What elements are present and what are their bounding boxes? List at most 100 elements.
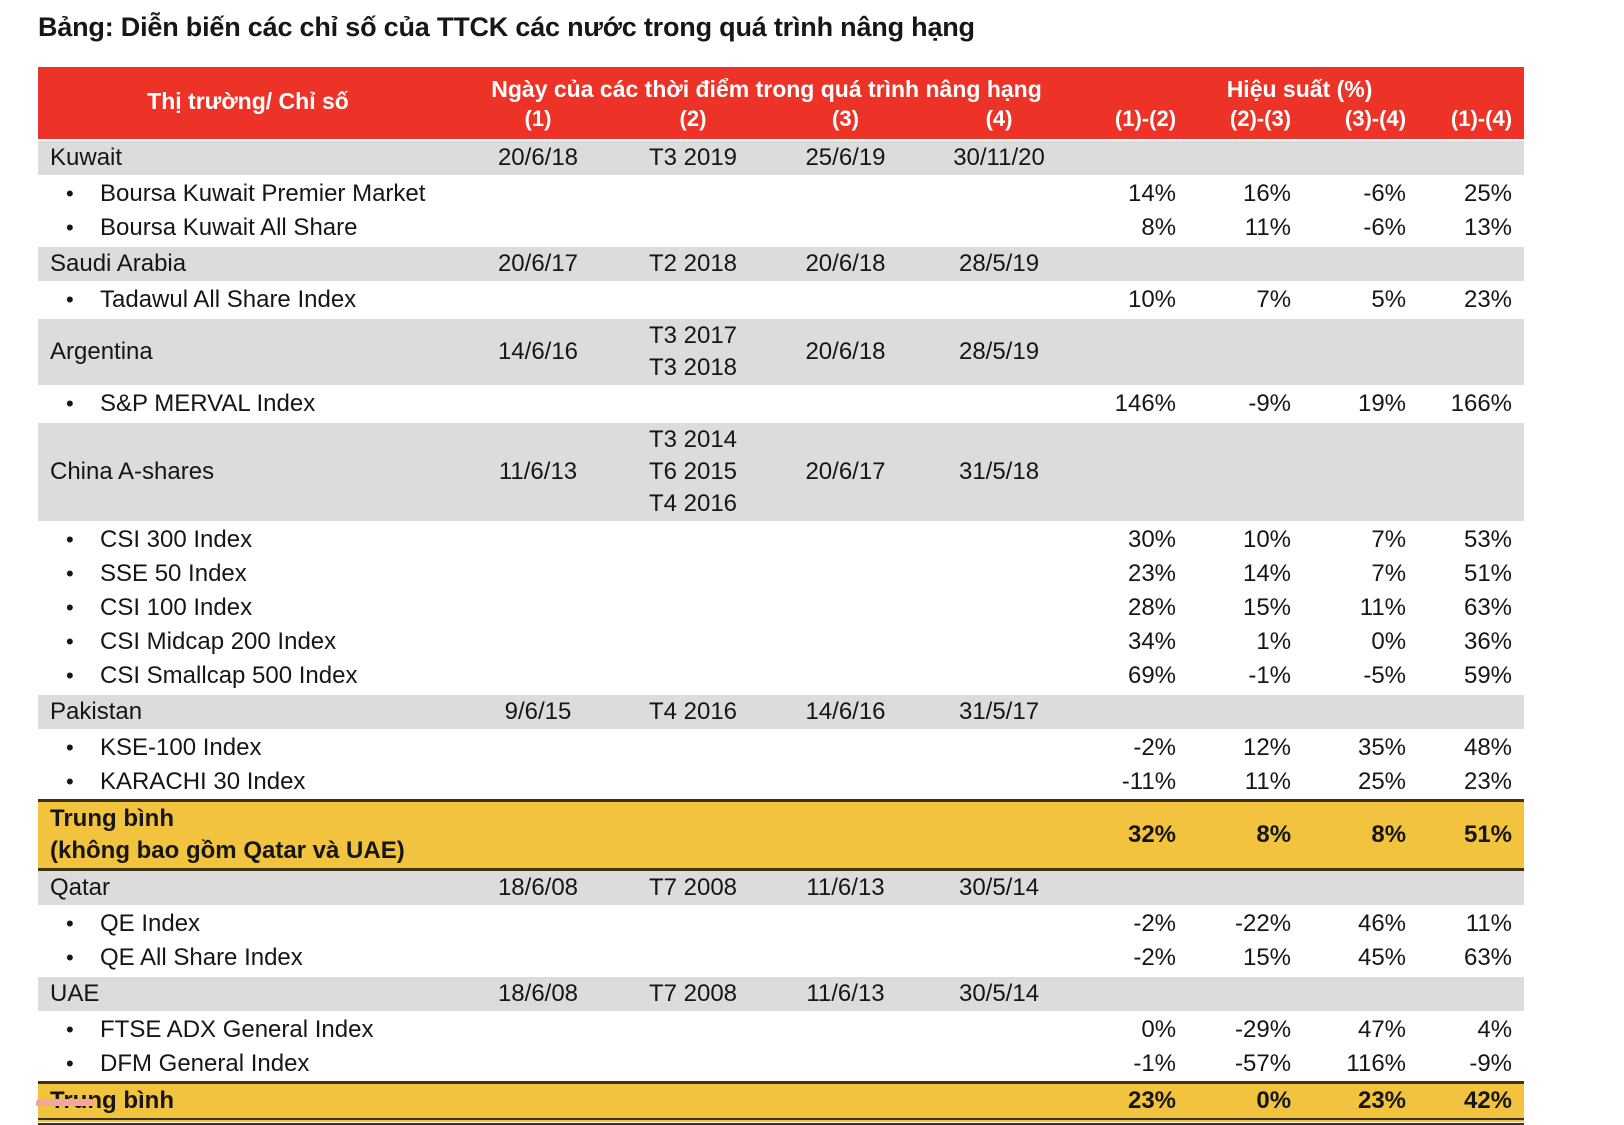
table-header: Thị trường/ Chỉ số Ngày của các thời điể…	[38, 67, 1525, 140]
perf-cell	[1188, 421, 1304, 523]
date-cell: T2 2018	[618, 245, 768, 283]
date-cell	[923, 1012, 1075, 1047]
perf-cell: 23%	[1075, 1081, 1189, 1125]
market-label: • CSI 300 Index	[38, 522, 458, 557]
market-label: • Boursa Kuwait Premier Market	[38, 176, 458, 211]
perf-cell	[1418, 975, 1525, 1013]
perf-cell	[1075, 317, 1189, 387]
date-cell	[768, 211, 923, 246]
market-label: • CSI 100 Index	[38, 591, 458, 625]
date-cell	[923, 765, 1075, 801]
perf-cell	[1303, 868, 1419, 907]
date-cell	[458, 1012, 618, 1047]
perf-cell: 53%	[1463, 526, 1513, 553]
date-cell	[768, 730, 923, 765]
header-group-row: Thị trường/ Chỉ số Ngày của các thời điể…	[38, 67, 1525, 140]
market-label: Trung bình (không bao gồm Qatar và UAE)	[38, 799, 458, 871]
index-row: • Boursa Kuwait Premier Market 14% 16% -6% 25…	[38, 176, 1524, 211]
date-cell: T3 2017 T3 2018	[618, 317, 768, 387]
date-cell: T7 2008	[618, 868, 768, 907]
date-cell	[618, 386, 768, 422]
perf-cell: 146%	[1114, 390, 1177, 417]
market-label: • QE All Share Index	[38, 941, 458, 976]
perf-cell: 7%	[1256, 286, 1292, 313]
date-cell	[768, 557, 923, 591]
index-row: • QE Index -2% -22% 46% 11%	[38, 906, 1524, 941]
date-cell	[458, 941, 618, 976]
index-row: • Boursa Kuwait All Share 8% 11% -6% 13%	[38, 211, 1524, 246]
date-cell: 14/6/16	[458, 317, 618, 387]
date-cell	[458, 765, 618, 801]
bullet-icon: •	[66, 527, 74, 552]
perf-cell: 12%	[1242, 734, 1292, 761]
date-cell	[923, 799, 1076, 871]
date-cell: 20/6/18	[768, 317, 923, 387]
date-cell	[923, 625, 1075, 659]
country-row: Qatar 18/6/08 T7 2008 11/6/13 30/5/14	[38, 868, 1525, 907]
perf-cell: 32%	[1075, 799, 1189, 871]
index-row: • QE All Share Index -2% 15% 45% 63%	[38, 941, 1524, 976]
perf-cell: 23%	[1303, 1081, 1419, 1125]
perf-cell: 42%	[1418, 1081, 1525, 1125]
col-header-perf-2-3: (2)-(3)	[1188, 103, 1304, 140]
perf-cell	[1303, 693, 1419, 731]
date-cell	[618, 659, 768, 694]
perf-cell	[1303, 421, 1419, 523]
perf-cell: 23%	[1463, 768, 1513, 795]
date-cell	[458, 176, 618, 211]
bullet-icon: •	[66, 945, 74, 970]
market-label: UAE	[38, 975, 458, 1013]
perf-cell: 11%	[1244, 768, 1292, 795]
date-cell	[768, 176, 923, 211]
date-cell	[923, 176, 1075, 211]
perf-cell	[1303, 245, 1419, 283]
date-cell	[458, 557, 618, 591]
date-cell: 11/6/13	[768, 975, 923, 1013]
perf-cell	[1075, 245, 1189, 283]
date-cell	[618, 941, 768, 976]
date-cell	[618, 799, 768, 871]
perf-cell: 14%	[1127, 180, 1177, 207]
perf-cell: -6%	[1363, 180, 1407, 207]
perf-cell: 19%	[1357, 390, 1407, 417]
perf-cell: -2%	[1133, 944, 1177, 971]
index-row: • Tadawul All Share Index 10% 7% 5% 23%	[38, 282, 1524, 318]
perf-cell: 8%	[1141, 214, 1177, 241]
date-cell: 18/6/08	[458, 868, 618, 907]
summary-row: Trung bình 23% 0% 23% 42%	[38, 1081, 1525, 1125]
perf-cell: 1%	[1256, 628, 1292, 655]
index-row: • KARACHI 30 Index -11% 11% 25% 23%	[38, 765, 1524, 801]
perf-cell: 23%	[1463, 286, 1513, 313]
date-cell: 11/6/13	[768, 868, 923, 907]
perf-cell: 36%	[1463, 628, 1513, 655]
index-row: • KSE-100 Index -2% 12% 35% 48%	[38, 730, 1524, 765]
date-cell	[923, 386, 1075, 422]
perf-cell	[1188, 693, 1304, 731]
perf-cell: 8%	[1303, 799, 1419, 871]
date-cell: 20/6/18	[768, 245, 923, 283]
perf-cell	[1418, 421, 1525, 523]
perf-cell: 59%	[1463, 662, 1513, 689]
perf-cell: 63%	[1463, 594, 1513, 621]
summary-row: Trung bình (không bao gồm Qatar và UAE) 3…	[38, 799, 1525, 871]
market-label: • QE Index	[38, 906, 458, 941]
perf-cell: 63%	[1463, 944, 1513, 971]
date-cell	[768, 625, 923, 659]
date-cell	[618, 1012, 768, 1047]
market-label: • SSE 50 Index	[38, 557, 458, 591]
perf-cell: -1%	[1248, 662, 1292, 689]
date-cell	[768, 1012, 923, 1047]
date-cell	[923, 730, 1075, 765]
date-cell	[923, 211, 1075, 246]
market-label: • Boursa Kuwait All Share	[38, 211, 458, 246]
perf-cell: 51%	[1463, 560, 1513, 587]
perf-cell	[1418, 317, 1525, 387]
perf-cell: 8%	[1188, 799, 1304, 871]
date-cell	[618, 176, 768, 211]
date-cell: 20/6/18	[458, 139, 618, 177]
perf-cell: 45%	[1357, 944, 1407, 971]
country-row: China A-shares 11/6/13 T3 2014 T6 2015 T4 …	[38, 421, 1525, 523]
perf-cell: -5%	[1363, 662, 1407, 689]
perf-cell: 5%	[1371, 286, 1407, 313]
market-label: • KSE-100 Index	[38, 730, 458, 765]
